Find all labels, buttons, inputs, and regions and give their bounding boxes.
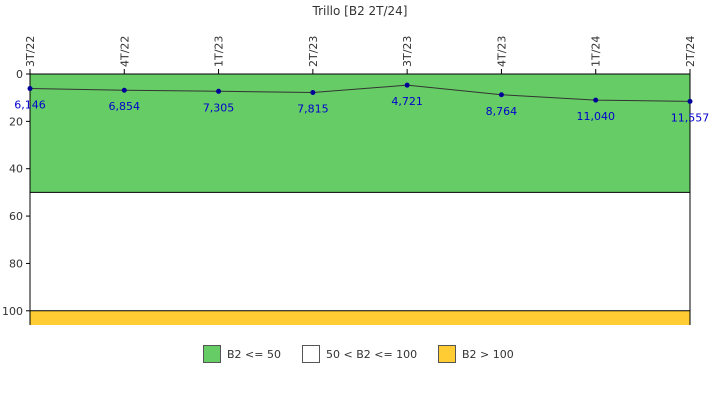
- band-0: [30, 74, 690, 193]
- data-label-5: 8,764: [486, 105, 518, 118]
- data-point-7: [687, 98, 693, 104]
- y-tick-label-0: 0: [16, 68, 23, 81]
- data-point-5: [498, 92, 504, 98]
- y-tick-label-3: 60: [9, 210, 23, 223]
- x-tick-label-7: 2T/24: [684, 36, 697, 67]
- legend-item-mid: 50 < B2 <= 100: [302, 345, 417, 363]
- data-label-1: 6,854: [109, 100, 141, 113]
- x-tick-label-1: 4T/22: [118, 36, 131, 67]
- x-tick-label-0: 3T/22: [24, 36, 37, 67]
- legend-swatch-high: [438, 345, 456, 363]
- x-tick-label-2: 1T/23: [213, 36, 226, 67]
- x-tick-label-5: 4T/23: [495, 36, 508, 67]
- data-point-2: [216, 88, 222, 94]
- x-tick-label-6: 1T/24: [590, 36, 603, 67]
- x-tick-label-4: 3T/23: [401, 36, 414, 67]
- data-point-0: [27, 86, 33, 92]
- data-point-3: [310, 90, 316, 96]
- y-tick-label-2: 40: [9, 163, 23, 176]
- legend-swatch-mid: [302, 345, 320, 363]
- data-point-1: [121, 87, 127, 93]
- data-label-2: 7,305: [203, 101, 235, 114]
- data-label-3: 7,815: [297, 103, 329, 116]
- legend-item-high: B2 > 100: [438, 345, 514, 363]
- chart-title: Trillo [B2 2T/24]: [312, 4, 408, 18]
- legend-swatch-low: [203, 345, 221, 363]
- y-tick-label-5: 100: [2, 305, 23, 318]
- legend-label-mid: 50 < B2 <= 100: [326, 347, 418, 361]
- legend-label-high: B2 > 100: [462, 347, 514, 361]
- data-point-6: [593, 97, 599, 103]
- band-1: [30, 192, 690, 311]
- data-label-7: 11,557: [671, 111, 710, 124]
- legend: B2 <= 50 50 < B2 <= 100 B2 > 100: [0, 345, 720, 367]
- legend-label-low: B2 <= 50: [227, 347, 281, 361]
- band-2: [30, 310, 690, 325]
- data-label-0: 6,146: [14, 99, 46, 112]
- data-label-4: 4,721: [391, 95, 423, 108]
- series-line: [29, 84, 691, 102]
- y-tick-label-4: 80: [9, 257, 23, 270]
- data-label-6: 11,040: [576, 110, 615, 123]
- data-point-4: [404, 82, 410, 88]
- x-tick-label-3: 2T/23: [307, 36, 320, 67]
- y-tick-label-1: 20: [9, 115, 23, 128]
- legend-item-low: B2 <= 50: [203, 345, 281, 363]
